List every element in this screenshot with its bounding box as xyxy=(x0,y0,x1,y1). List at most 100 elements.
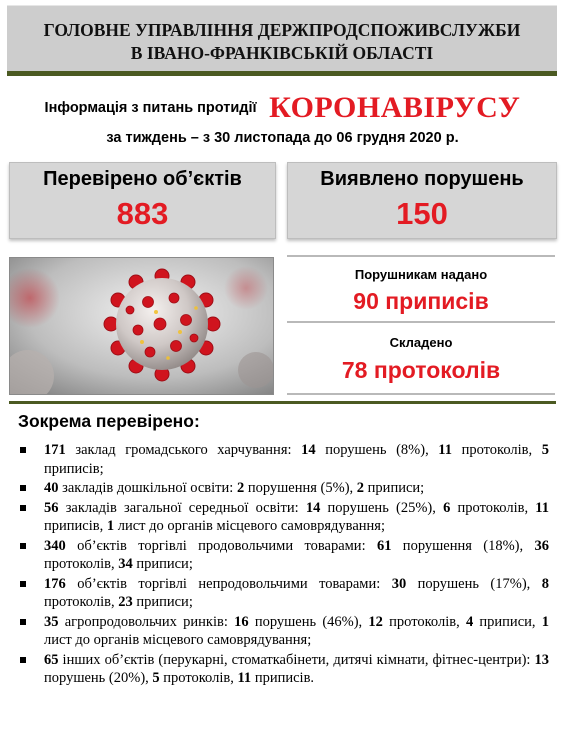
info-separator-top xyxy=(287,255,555,257)
item-number: 13 xyxy=(534,651,550,668)
item-number: 40 xyxy=(44,480,59,496)
item-number: 16 xyxy=(234,613,249,630)
item-number: 5 xyxy=(541,442,549,458)
info-panel: Порушникам надано 90 приписів Складено 7… xyxy=(287,255,555,395)
item-number: 8 xyxy=(541,575,549,592)
item-number: 2 xyxy=(236,480,245,496)
item-text: порушення (5%), xyxy=(244,480,357,496)
item-text: інших об’єктів (перукарні, стоматкабінет… xyxy=(58,651,535,668)
item-text: об’єктів торгівлі непродовольчими товара… xyxy=(65,575,392,592)
list-item: 35 агропродовольчих ринків: 16 порушень … xyxy=(16,613,549,650)
item-number: 12 xyxy=(368,613,383,630)
item-number: 2 xyxy=(356,480,365,496)
bullet-icon xyxy=(20,447,26,453)
item-number: 23 xyxy=(118,594,133,610)
item-text: лист до органів місцевого самоврядування… xyxy=(114,518,385,534)
item-number: 30 xyxy=(391,575,407,592)
coronavirus-image xyxy=(9,257,274,395)
section-rule xyxy=(9,401,556,404)
item-number: 1 xyxy=(106,518,115,534)
item-number: 176 xyxy=(44,575,66,592)
list-item: 56 закладів загальної середньої освіти: … xyxy=(16,499,549,536)
bullet-icon xyxy=(20,542,26,549)
list-item: 65 інших об’єктів (перукарні, стоматкабі… xyxy=(16,651,549,688)
item-number: 11 xyxy=(237,670,252,686)
item-text: приписів, xyxy=(44,518,107,534)
orders-value: 90 приписів xyxy=(353,288,489,314)
header-title: ГОЛОВНЕ УПРАВЛІННЯ ДЕРЖПРОДСПОЖИВСЛУЖБИ … xyxy=(7,19,557,65)
title-line: Інформація з питань протидії КОРОНАВІРУС… xyxy=(0,91,565,127)
item-number: 14 xyxy=(301,442,316,458)
item-text: приписи; xyxy=(132,594,193,610)
item-text: протоколів, xyxy=(159,670,238,686)
item-number: 11 xyxy=(535,499,549,516)
stat-checked-value: 883 xyxy=(116,196,169,231)
stat-violations-value: 150 xyxy=(396,196,448,231)
item-text: порушення (18%), xyxy=(391,537,535,554)
header-line-2: В ІВАНО-ФРАНКІВСЬКІЙ ОБЛАСТІ xyxy=(130,43,434,63)
item-text: лист до органів місцевого самоврядування… xyxy=(44,632,312,648)
item-number: 14 xyxy=(305,499,321,516)
item-text: протоколів, xyxy=(44,594,119,610)
list-item: 171 заклад громадського харчування: 14 п… xyxy=(16,441,549,478)
list-item: 176 об’єктів торгівлі непродовольчими то… xyxy=(16,575,549,612)
item-text: протоколів, xyxy=(452,442,542,458)
item-number: 56 xyxy=(44,499,59,516)
item-number: 36 xyxy=(534,537,549,554)
stat-violations: Виявлено порушень 150 xyxy=(287,162,557,239)
item-text: об’єктів торгівлі продовольчими товарами… xyxy=(65,537,377,554)
bullet-icon xyxy=(20,656,26,663)
item-text: заклад громадського харчування: xyxy=(65,442,302,458)
bullet-icon xyxy=(20,618,26,625)
stat-checked: Перевірено об’єктів 883 xyxy=(9,162,276,239)
item-number: 65 xyxy=(44,651,59,668)
header-line-1: ГОЛОВНЕ УПРАВЛІННЯ ДЕРЖПРОДСПОЖИВСЛУЖБИ xyxy=(43,20,521,40)
item-text: протоколів, xyxy=(382,613,466,630)
item-number: 340 xyxy=(44,537,66,554)
item-number: 35 xyxy=(44,613,59,630)
item-number: 5 xyxy=(152,670,160,686)
list-title: Зокрема перевірено: xyxy=(18,411,200,431)
title-period: за тиждень – з 30 листопада до 06 грудня… xyxy=(106,130,459,146)
header-rule xyxy=(7,71,557,76)
item-number: 34 xyxy=(118,556,133,572)
header-band: ГОЛОВНЕ УПРАВЛІННЯ ДЕРЖПРОДСПОЖИВСЛУЖБИ … xyxy=(7,5,557,76)
item-number: 61 xyxy=(376,537,392,554)
info-separator-mid xyxy=(287,321,555,323)
stat-violations-label: Виявлено порушень xyxy=(320,168,524,190)
item-text: приписи, xyxy=(473,613,542,630)
item-text: протоколів, xyxy=(450,499,536,516)
title-prefix: Інформація з питань протидії xyxy=(44,100,257,116)
bullet-icon xyxy=(20,504,26,511)
item-number: 171 xyxy=(44,442,66,458)
item-text: агропродовольчих ринків: xyxy=(58,613,235,630)
info-separator-bottom xyxy=(287,393,555,395)
protocols-value: 78 протоколів xyxy=(341,357,501,383)
item-text: порушень (46%), xyxy=(248,613,369,630)
item-number: 11 xyxy=(438,442,452,458)
item-number: 1 xyxy=(541,613,549,630)
item-number: 6 xyxy=(443,499,451,516)
list-item: 40 закладів дошкільної освіти: 2 порушен… xyxy=(16,479,549,498)
stat-checked-label: Перевірено об’єктів xyxy=(43,168,242,190)
item-text: приписи; xyxy=(132,556,193,572)
item-text: закладів дошкільної освіти: xyxy=(58,480,237,496)
bullet-icon xyxy=(20,580,26,587)
item-number: 4 xyxy=(465,613,474,630)
item-text: приписів. xyxy=(251,670,315,686)
title-highlight: КОРОНАВІРУСУ xyxy=(269,91,521,124)
coronavirus-illustration xyxy=(10,258,273,394)
item-text: приписів; xyxy=(44,460,104,477)
item-text: порушень (8%), xyxy=(315,442,439,458)
item-text: протоколів, xyxy=(44,556,119,572)
bullet-icon xyxy=(20,485,26,491)
inspection-list: 171 заклад громадського харчування: 14 п… xyxy=(16,441,549,689)
protocols-label: Складено xyxy=(389,335,453,350)
item-text: закладів загальної середньої освіти: xyxy=(58,499,306,516)
item-text: порушень (20%), xyxy=(44,670,153,686)
list-item: 340 об’єктів торгівлі продовольчими това… xyxy=(16,537,549,574)
item-text: приписи; xyxy=(364,480,425,496)
item-text: порушень (17%), xyxy=(406,575,542,592)
orders-label: Порушникам надано xyxy=(354,267,488,282)
